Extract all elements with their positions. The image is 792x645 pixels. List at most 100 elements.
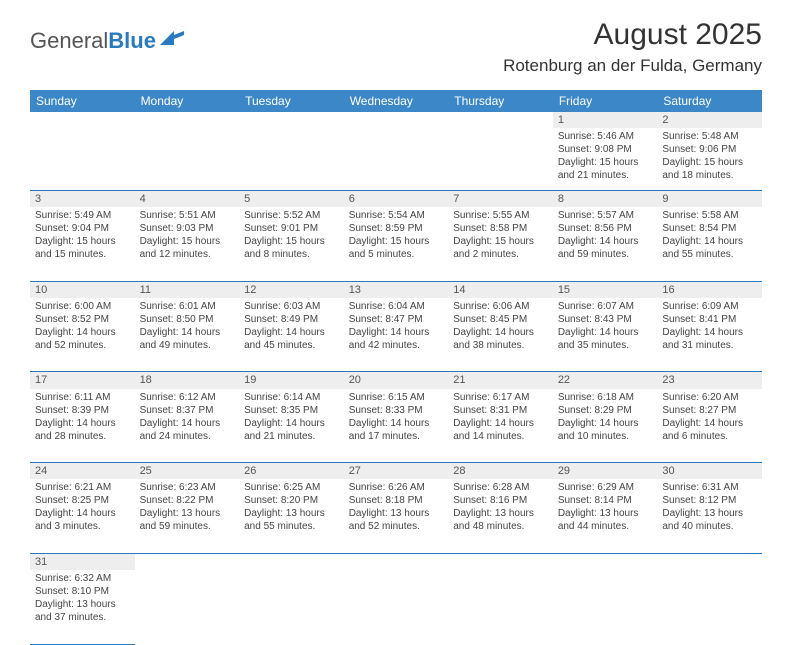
daylight-text: Daylight: 13 hours (558, 507, 653, 520)
day-content: Sunrise: 6:06 AMSunset: 8:45 PMDaylight:… (448, 298, 553, 356)
day-content: Sunrise: 6:26 AMSunset: 8:18 PMDaylight:… (344, 479, 449, 537)
day-cell: Sunrise: 6:06 AMSunset: 8:45 PMDaylight:… (448, 298, 553, 372)
sunrise-text: Sunrise: 6:18 AM (558, 391, 653, 404)
daylight-text: and 12 minutes. (140, 248, 235, 261)
sunset-text: Sunset: 8:18 PM (349, 494, 444, 507)
day-cell (448, 128, 553, 190)
weekday-header-row: SundayMondayTuesdayWednesdayThursdayFrid… (30, 90, 762, 112)
daylight-text: Daylight: 13 hours (662, 507, 757, 520)
sunrise-text: Sunrise: 6:31 AM (662, 481, 757, 494)
day-content: Sunrise: 6:32 AMSunset: 8:10 PMDaylight:… (30, 570, 135, 628)
daylight-text: and 17 minutes. (349, 430, 444, 443)
day-cell (135, 128, 240, 190)
sunset-text: Sunset: 8:12 PM (662, 494, 757, 507)
sunset-text: Sunset: 9:01 PM (244, 222, 339, 235)
sunrise-text: Sunrise: 6:28 AM (453, 481, 548, 494)
daynum-row: 17181920212223 (30, 372, 762, 389)
week-content-row: Sunrise: 6:11 AMSunset: 8:39 PMDaylight:… (30, 389, 762, 463)
daylight-text: and 24 minutes. (140, 430, 235, 443)
day-number-cell: 21 (448, 372, 553, 389)
daylight-text: and 21 minutes. (558, 169, 653, 182)
week-content-row: Sunrise: 6:21 AMSunset: 8:25 PMDaylight:… (30, 479, 762, 553)
day-content: Sunrise: 6:28 AMSunset: 8:16 PMDaylight:… (448, 479, 553, 537)
weekday-header: Tuesday (239, 90, 344, 112)
sunrise-text: Sunrise: 6:32 AM (35, 572, 130, 585)
sunrise-text: Sunrise: 5:49 AM (35, 209, 130, 222)
day-content: Sunrise: 6:21 AMSunset: 8:25 PMDaylight:… (30, 479, 135, 537)
daylight-text: and 55 minutes. (662, 248, 757, 261)
day-cell: Sunrise: 6:03 AMSunset: 8:49 PMDaylight:… (239, 298, 344, 372)
sunrise-text: Sunrise: 6:09 AM (662, 300, 757, 313)
day-cell: Sunrise: 5:48 AMSunset: 9:06 PMDaylight:… (657, 128, 762, 190)
daylight-text: and 52 minutes. (35, 339, 130, 352)
day-content: Sunrise: 5:49 AMSunset: 9:04 PMDaylight:… (30, 207, 135, 265)
daylight-text: and 44 minutes. (558, 520, 653, 533)
day-number-cell: 4 (135, 190, 240, 207)
day-cell: Sunrise: 6:23 AMSunset: 8:22 PMDaylight:… (135, 479, 240, 553)
day-cell: Sunrise: 6:14 AMSunset: 8:35 PMDaylight:… (239, 389, 344, 463)
daylight-text: Daylight: 14 hours (35, 417, 130, 430)
daylight-text: Daylight: 14 hours (453, 417, 548, 430)
daylight-text: Daylight: 14 hours (558, 417, 653, 430)
day-number-cell: 5 (239, 190, 344, 207)
day-number-cell: 28 (448, 463, 553, 480)
day-number-cell: 13 (344, 281, 449, 298)
day-cell: Sunrise: 6:07 AMSunset: 8:43 PMDaylight:… (553, 298, 658, 372)
sunset-text: Sunset: 8:59 PM (349, 222, 444, 235)
daynum-row: 31 (30, 553, 762, 570)
daylight-text: and 14 minutes. (453, 430, 548, 443)
sunrise-text: Sunrise: 6:15 AM (349, 391, 444, 404)
day-content: Sunrise: 6:25 AMSunset: 8:20 PMDaylight:… (239, 479, 344, 537)
day-content: Sunrise: 6:07 AMSunset: 8:43 PMDaylight:… (553, 298, 658, 356)
day-number-cell: 14 (448, 281, 553, 298)
day-cell: Sunrise: 6:20 AMSunset: 8:27 PMDaylight:… (657, 389, 762, 463)
sunrise-text: Sunrise: 6:23 AM (140, 481, 235, 494)
sunset-text: Sunset: 8:27 PM (662, 404, 757, 417)
sunset-text: Sunset: 8:33 PM (349, 404, 444, 417)
day-cell: Sunrise: 5:57 AMSunset: 8:56 PMDaylight:… (553, 207, 658, 281)
sunset-text: Sunset: 8:35 PM (244, 404, 339, 417)
day-number-cell (135, 112, 240, 128)
day-cell: Sunrise: 6:17 AMSunset: 8:31 PMDaylight:… (448, 389, 553, 463)
sunset-text: Sunset: 8:10 PM (35, 585, 130, 598)
day-cell: Sunrise: 6:11 AMSunset: 8:39 PMDaylight:… (30, 389, 135, 463)
day-cell: Sunrise: 5:52 AMSunset: 9:01 PMDaylight:… (239, 207, 344, 281)
sunset-text: Sunset: 8:20 PM (244, 494, 339, 507)
daylight-text: and 31 minutes. (662, 339, 757, 352)
daylight-text: Daylight: 14 hours (558, 326, 653, 339)
sunset-text: Sunset: 9:08 PM (558, 143, 653, 156)
day-number-cell (448, 112, 553, 128)
day-cell: Sunrise: 5:58 AMSunset: 8:54 PMDaylight:… (657, 207, 762, 281)
brand-part2: Blue (108, 28, 156, 54)
daylight-text: Daylight: 14 hours (558, 235, 653, 248)
day-number-cell (239, 553, 344, 570)
day-content: Sunrise: 6:04 AMSunset: 8:47 PMDaylight:… (344, 298, 449, 356)
day-number-cell (135, 553, 240, 570)
daylight-text: Daylight: 15 hours (35, 235, 130, 248)
day-cell: Sunrise: 6:28 AMSunset: 8:16 PMDaylight:… (448, 479, 553, 553)
day-number-cell: 27 (344, 463, 449, 480)
sunset-text: Sunset: 8:29 PM (558, 404, 653, 417)
daylight-text: and 3 minutes. (35, 520, 130, 533)
sunrise-text: Sunrise: 5:58 AM (662, 209, 757, 222)
day-content: Sunrise: 5:57 AMSunset: 8:56 PMDaylight:… (553, 207, 658, 265)
day-cell: Sunrise: 6:15 AMSunset: 8:33 PMDaylight:… (344, 389, 449, 463)
sunset-text: Sunset: 8:31 PM (453, 404, 548, 417)
day-number-cell: 11 (135, 281, 240, 298)
week-content-row: Sunrise: 6:32 AMSunset: 8:10 PMDaylight:… (30, 570, 762, 644)
daylight-text: and 6 minutes. (662, 430, 757, 443)
sunset-text: Sunset: 8:22 PM (140, 494, 235, 507)
daylight-text: and 52 minutes. (349, 520, 444, 533)
sunset-text: Sunset: 8:58 PM (453, 222, 548, 235)
sunset-text: Sunset: 9:03 PM (140, 222, 235, 235)
sunset-text: Sunset: 8:56 PM (558, 222, 653, 235)
daylight-text: and 42 minutes. (349, 339, 444, 352)
weekday-header: Saturday (657, 90, 762, 112)
day-cell: Sunrise: 6:04 AMSunset: 8:47 PMDaylight:… (344, 298, 449, 372)
weekday-header: Friday (553, 90, 658, 112)
day-cell: Sunrise: 6:00 AMSunset: 8:52 PMDaylight:… (30, 298, 135, 372)
day-cell (135, 570, 240, 644)
sunrise-text: Sunrise: 5:54 AM (349, 209, 444, 222)
daylight-text: Daylight: 14 hours (35, 507, 130, 520)
day-content: Sunrise: 6:03 AMSunset: 8:49 PMDaylight:… (239, 298, 344, 356)
